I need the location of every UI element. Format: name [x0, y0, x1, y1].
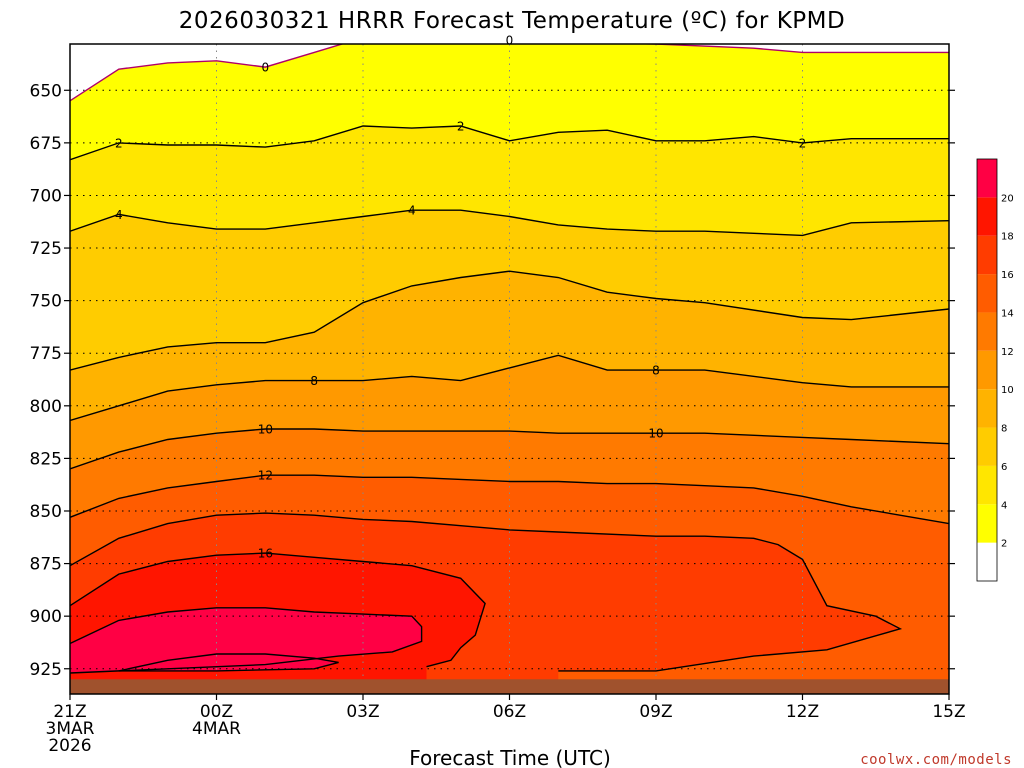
x-tick-label-6-0: 03Z: [346, 702, 379, 722]
y-tick-label-750: 750: [30, 292, 62, 312]
isotherm-12: [70, 474, 949, 525]
colorbar-label-8: 8: [1001, 424, 1007, 435]
isotherm-label-2: 2: [457, 120, 465, 134]
svg-text:12: 12: [258, 469, 273, 483]
isotherm-14: [70, 512, 903, 672]
svg-text:10: 10: [648, 427, 663, 441]
isotherm-label-2: 2: [115, 136, 123, 150]
isotherm-label-8: 8: [652, 364, 660, 378]
isotherm-2: [70, 125, 949, 161]
y-tick-label-675: 675: [30, 134, 62, 154]
x-axis-label: Forecast Time (UTC): [409, 746, 611, 768]
svg-text:16: 16: [258, 547, 273, 561]
y-tick-label-800: 800: [30, 397, 62, 417]
colorbar-swatch-8: [977, 235, 997, 275]
colorbar-swatch-0: [977, 542, 997, 581]
chart-title: 2026030321 HRRR Forecast Temperature (ºC…: [179, 8, 845, 34]
y-tick-label-700: 700: [30, 186, 62, 206]
colorbar-label-4: 4: [1001, 500, 1007, 511]
colorbar-swatch-7: [977, 274, 997, 313]
svg-text:4: 4: [115, 208, 123, 222]
x-tick-label-9-0: 06Z: [493, 702, 526, 722]
colorbar-swatch-4: [977, 389, 997, 428]
y-tick-label-775: 775: [30, 344, 62, 364]
x-tick-label-3-0: 00Z: [200, 702, 233, 722]
colorbar-label-14: 14: [1001, 308, 1014, 319]
svg-text:8: 8: [652, 364, 660, 378]
isotherm-10: [70, 428, 949, 470]
y-tick-label-825: 825: [30, 449, 62, 469]
isotherm-label-10: 10: [648, 427, 663, 441]
isotherm-6: [70, 270, 949, 371]
x-tick-label-18-0: 15Z: [932, 702, 965, 722]
colorbar-legend: 2 4 6 8 10 12 14 16 18 20: [976, 158, 1014, 582]
band-above-18: [70, 607, 422, 694]
colorbar-swatch-3: [977, 427, 997, 466]
colorbar-label-6: 6: [1001, 462, 1007, 473]
isotherm-4: [70, 209, 949, 237]
isotherm-18: [70, 607, 423, 674]
y-tick-label-900: 900: [30, 607, 62, 627]
svg-text:0: 0: [262, 61, 270, 75]
colorbar-swatch-1: [977, 504, 997, 543]
credit-link[interactable]: coolwx.com/models: [860, 752, 1012, 768]
colorbar-swatch-2: [977, 465, 997, 505]
isotherm-label-0: 0: [262, 61, 270, 75]
colorbar-label-10: 10: [1001, 385, 1014, 396]
isotherm-20: [118, 653, 339, 672]
colorbar-swatch-5: [977, 350, 997, 390]
colorbar-swatch-9: [977, 197, 997, 236]
isotherm-8: [70, 354, 949, 422]
svg-text:2: 2: [457, 120, 465, 134]
y-axis: 650 675 700 725 750 775 800 825 850 875 900 925: [30, 81, 955, 680]
x-tick-label-0-0: 21Z: [53, 702, 86, 722]
ground-surface: [70, 679, 949, 694]
isotherm-label-4: 4: [115, 208, 123, 222]
isotherm-lines: [70, 44, 949, 674]
ground-fill: [70, 679, 949, 694]
isotherm-0: [70, 44, 949, 102]
y-tick-label-850: 850: [30, 502, 62, 522]
colorbar-swatch-10: [977, 159, 997, 198]
isotherm-label-4: 4: [408, 204, 416, 218]
y-tick-label-650: 650: [30, 81, 62, 101]
svg-text:4: 4: [408, 204, 416, 218]
isotherm-label-16: 16: [258, 547, 273, 561]
y-tick-label-725: 725: [30, 239, 62, 259]
y-tick-label-925: 925: [30, 660, 62, 680]
colorbar-label-12: 12: [1001, 347, 1014, 358]
svg-text:10: 10: [258, 422, 273, 436]
svg-text:8: 8: [310, 374, 318, 388]
isotherm-label-2: 2: [799, 136, 807, 150]
colorbar-label-16: 16: [1001, 270, 1014, 281]
svg-text:2: 2: [799, 136, 807, 150]
svg-text:2: 2: [115, 136, 123, 150]
svg-text:0: 0: [506, 33, 514, 47]
isotherm-label-10: 10: [258, 422, 273, 436]
colorbar-frame: [976, 158, 998, 582]
band-above-20: [118, 654, 339, 671]
colorbar-label-18: 18: [1001, 232, 1014, 243]
colorbar-label-20: 20: [1001, 193, 1014, 204]
x-tick-label-0-2: 2026: [48, 736, 91, 756]
x-tick-label-12-0: 09Z: [639, 702, 672, 722]
isotherm-labels: 0 0 2 2 2 4 4 8 8 10 10 12 16: [115, 33, 807, 561]
isotherm-label-0: 0: [506, 33, 514, 47]
x-tick-label-0-1: 3MAR: [46, 719, 95, 739]
grid-lines: [70, 44, 949, 694]
isotherm-16: [70, 552, 486, 668]
y-tick-label-875: 875: [30, 555, 62, 575]
isotherm-label-8: 8: [310, 374, 318, 388]
x-tick-label-15-0: 12Z: [786, 702, 819, 722]
colorbar-label-2: 2: [1001, 539, 1007, 550]
colorbar-swatch-6: [977, 312, 997, 351]
x-tick-label-3-1: 4MAR: [192, 719, 241, 739]
isotherm-label-12: 12: [258, 469, 273, 483]
